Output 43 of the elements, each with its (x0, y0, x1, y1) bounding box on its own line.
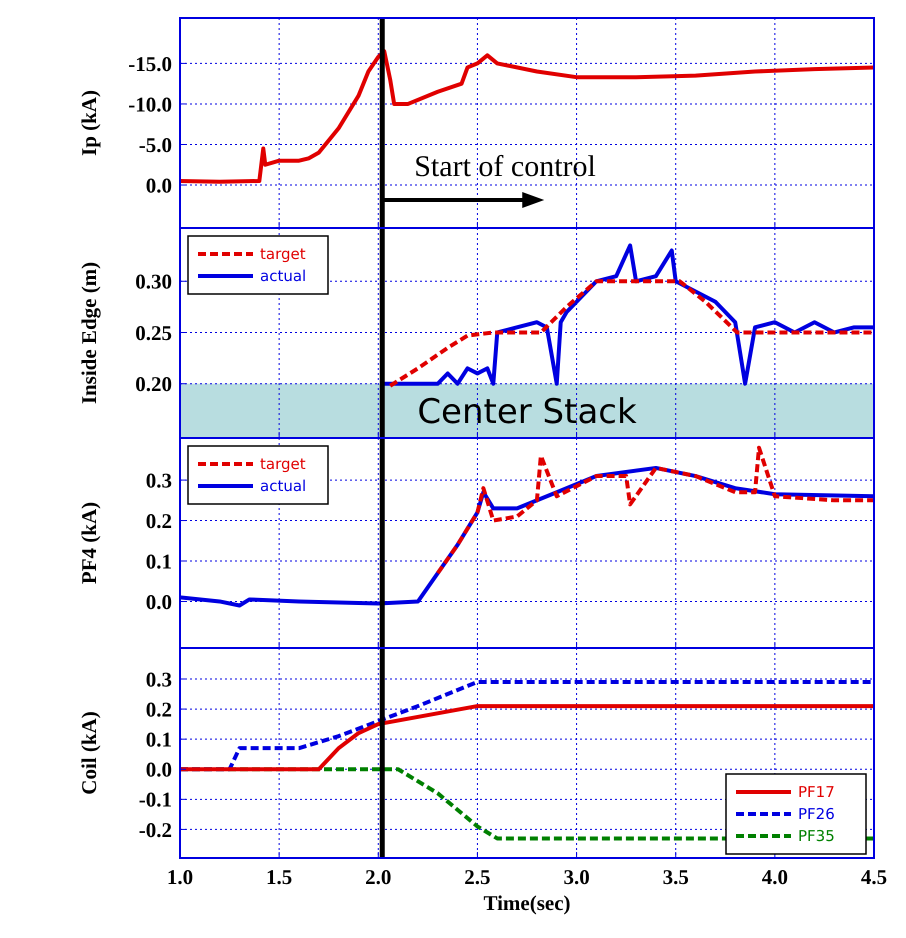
legend-label: PF26 (798, 805, 835, 823)
y-axis-title: Inside Edge (m) (77, 262, 101, 404)
x-tick-label: 3.0 (563, 865, 590, 889)
line-series (180, 49, 874, 184)
legend-label: target (260, 455, 306, 473)
y-axis-title: PF4 (kA) (77, 502, 101, 584)
x-axis-title: Time(sec) (483, 891, 571, 915)
y-tick-label: 0.0 (146, 758, 172, 782)
y-tick-label: 0.1 (146, 549, 172, 574)
x-tick-label: 1.0 (166, 865, 194, 889)
x-tick-label: 4.5 (860, 865, 888, 889)
band-label: Center Stack (417, 392, 637, 432)
y-tick-label: -10.0 (128, 92, 172, 116)
y-tick-label: 0.2 (146, 508, 172, 533)
y-tick-label: -15.0 (128, 52, 172, 76)
y-tick-label: -5.0 (138, 132, 172, 157)
legend-label: target (260, 245, 306, 263)
x-tick-label: 2.5 (464, 865, 491, 889)
x-tick-label: 2.0 (365, 865, 392, 889)
line-series (180, 704, 874, 772)
y-tick-label: 0.2 (146, 697, 172, 722)
y-tick-label: -0.1 (138, 788, 172, 812)
x-tick-label: 4.0 (762, 865, 788, 889)
y-tick-label: 0.20 (135, 372, 172, 396)
y-tick-label: 0.0 (146, 173, 172, 198)
x-tick-label: 1.5 (266, 865, 292, 889)
y-axis-title: Coil (kA) (77, 711, 101, 795)
y-tick-label: -0.2 (138, 818, 172, 842)
line-series (388, 279, 874, 388)
y-axis-title: Ip (kA) (77, 90, 101, 156)
y-tick-label: 0.0 (146, 590, 172, 614)
x-tick-label: 3.5 (662, 865, 689, 889)
line-series (436, 446, 874, 576)
y-tick-label: 0.30 (135, 270, 172, 294)
y-tick-label: 0.3 (146, 667, 172, 692)
y-tick-label: 0.3 (146, 468, 172, 492)
legend-label: actual (260, 477, 306, 495)
legend-label: actual (260, 267, 306, 285)
y-tick-label: 0.25 (135, 320, 172, 345)
annotation: Start of control (414, 150, 596, 183)
y-tick-label: 0.1 (146, 728, 172, 752)
legend-label: PF17 (798, 783, 835, 801)
legend-label: PF35 (798, 827, 835, 845)
